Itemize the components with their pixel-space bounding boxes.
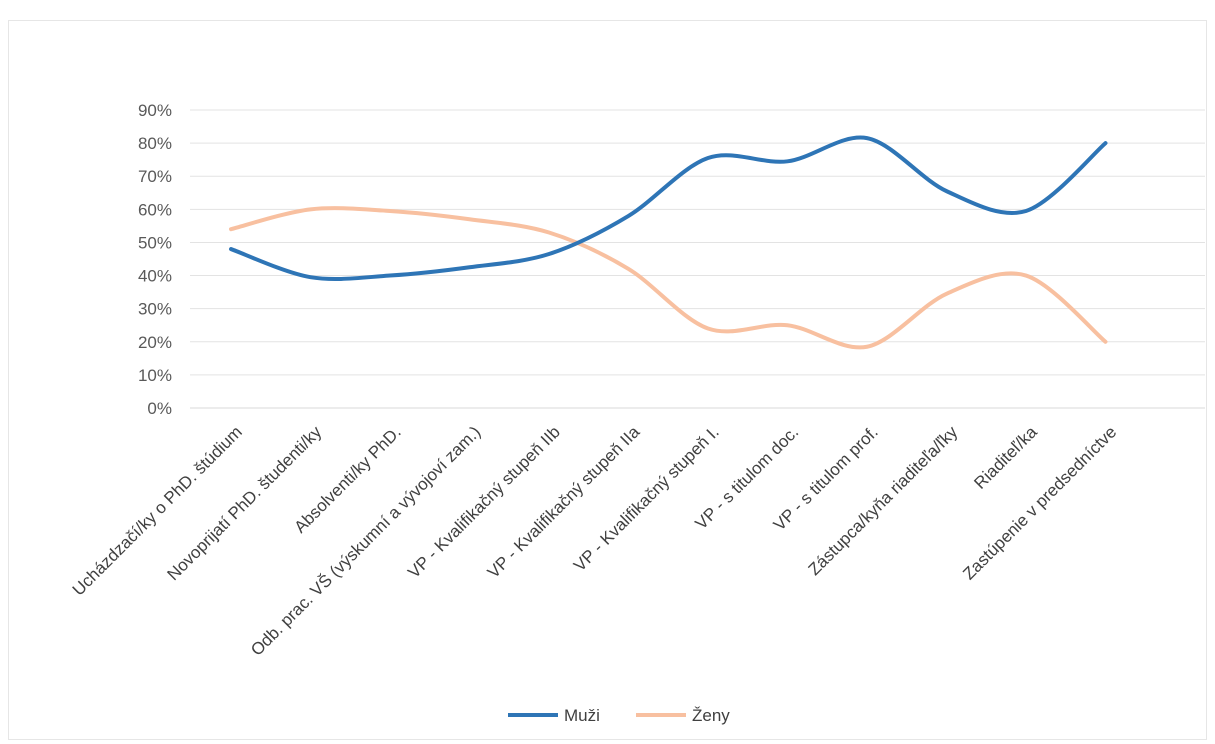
legend-label: Ženy <box>692 706 730 725</box>
y-tick-label: 20% <box>138 333 172 352</box>
x-category-label: Novoprijatí PhD. študenti/ky <box>164 422 326 584</box>
y-tick-label: 10% <box>138 366 172 385</box>
y-tick-label: 0% <box>147 399 172 418</box>
y-tick-label: 50% <box>138 233 172 252</box>
x-category-label: Ucházdzačí/ky o PhD. štúdium <box>69 422 246 599</box>
y-tick-label: 60% <box>138 200 172 219</box>
chart-frame <box>8 20 1207 740</box>
x-category-label: Riaditeľ/ka <box>970 422 1041 493</box>
y-tick-label: 80% <box>138 134 172 153</box>
x-category-label: VP - Kvalifikačný stupeň I. <box>570 422 723 575</box>
y-tick-label: 90% <box>138 101 172 120</box>
x-category-label: VP - Kvalifikačný stupeň IIb <box>404 422 564 582</box>
legend-label: Muži <box>564 706 600 725</box>
x-category-label: Zastúpenie v predsedníctve <box>959 422 1120 583</box>
x-category-label: Zástupca/kyňa riaditeľa/ľky <box>805 422 962 579</box>
y-tick-label: 30% <box>138 300 172 319</box>
y-tick-label: 70% <box>138 167 172 186</box>
y-tick-label: 40% <box>138 267 172 286</box>
x-category-label: VP - Kvalifikačný stupeň IIa <box>484 422 644 582</box>
